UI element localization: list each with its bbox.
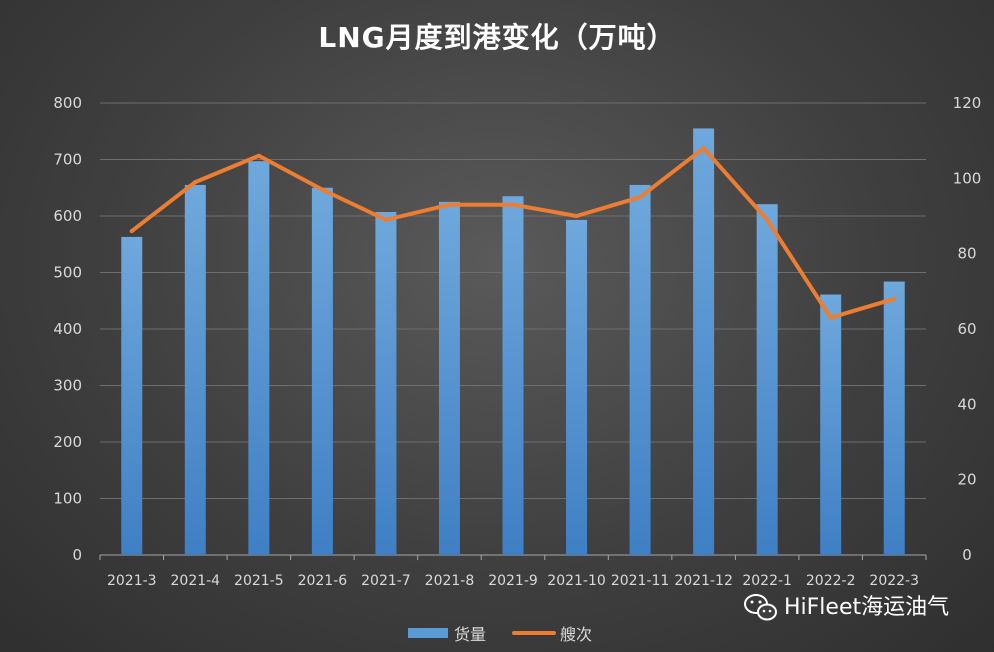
y-left-tick-label: 400: [53, 320, 82, 338]
chart-title: LNG月度到港变化（万吨）: [318, 21, 676, 54]
bar-2022-3: [883, 281, 905, 555]
y-left-tick-label: 200: [53, 433, 82, 451]
bar-2021-4: [184, 184, 206, 556]
watermark: HiFleet海运油气: [744, 594, 949, 621]
x-tick-label: 2021-10: [547, 573, 606, 589]
x-tick-label: 2021-3: [107, 573, 157, 589]
line-series: [129, 146, 897, 320]
bar-2021-8: [438, 201, 460, 555]
y-right-tick-label: 120: [953, 94, 982, 112]
y-right-tick-label: 60: [957, 320, 976, 338]
line-point-2021-4: [193, 180, 198, 185]
line-point-2021-8: [447, 202, 452, 207]
bar-2021-3: [121, 236, 143, 555]
bar-2021-6: [311, 187, 333, 555]
x-tick-label: 2021-6: [298, 573, 348, 589]
wechat-icon: [744, 594, 777, 621]
line-point-2022-1: [765, 217, 770, 222]
y-left-tick-label: 800: [53, 94, 82, 112]
x-tick-label: 2021-9: [488, 573, 538, 589]
legend-label-line: 艘次: [560, 625, 592, 644]
y-left-tick-label: 500: [53, 264, 82, 282]
bar-2021-12: [693, 128, 715, 556]
x-tick-label: 2021-5: [234, 573, 284, 589]
bar-2021-9: [502, 196, 524, 555]
line-point-2021-6: [320, 187, 325, 192]
line-point-2022-3: [892, 296, 897, 301]
watermark-text: HiFleet海运油气: [784, 595, 949, 620]
y-right-tick-label: 0: [962, 546, 972, 564]
line-point-2021-12: [701, 146, 706, 151]
x-tick-label: 2022-1: [742, 573, 792, 589]
x-tick-label: 2021-12: [674, 573, 733, 589]
x-tick-label: 2021-8: [425, 573, 475, 589]
x-tick-label: 2021-11: [611, 573, 670, 589]
bar-2021-7: [375, 212, 397, 556]
line-point-2021-9: [511, 202, 515, 207]
y-right-tick-label: 20: [957, 471, 976, 489]
y-left-tick-label: 300: [53, 377, 82, 395]
legend: 货量 艘次: [408, 625, 592, 644]
line-point-2022-2: [828, 315, 833, 320]
legend-swatch-bar: [408, 628, 448, 638]
bar-2021-5: [248, 161, 270, 555]
bar-2021-10: [566, 219, 588, 555]
y-left-tick-label: 0: [72, 546, 82, 564]
x-tick-label: 2022-3: [869, 573, 919, 589]
bar-series: [121, 128, 905, 556]
line-point-2021-10: [574, 214, 579, 218]
y-right-tick-label: 100: [953, 169, 982, 187]
x-tick-label: 2022-2: [806, 573, 856, 589]
bar-2021-11: [629, 184, 651, 556]
line-point-2021-5: [256, 153, 261, 158]
bar-2022-1: [756, 204, 778, 555]
y-left-tick-label: 600: [53, 207, 82, 225]
line-point-2021-7: [383, 217, 388, 222]
line-point-2021-11: [638, 195, 643, 200]
y-right-tick-label: 40: [957, 395, 976, 413]
bar-2022-2: [820, 294, 842, 555]
legend-label-bar: 货量: [454, 625, 486, 644]
y-left-tick-label: 100: [53, 490, 82, 508]
y-left-tick-label: 700: [53, 151, 82, 169]
axes: 0 100 200 300 400 500 600 700 800 0 20 40 60 80 100 120…: [53, 94, 981, 589]
line-point-2021-3: [129, 229, 134, 234]
y-right-tick-label: 80: [957, 245, 976, 263]
x-tick-label: 2021-7: [361, 573, 411, 589]
x-tick-label: 2021-4: [171, 573, 221, 589]
